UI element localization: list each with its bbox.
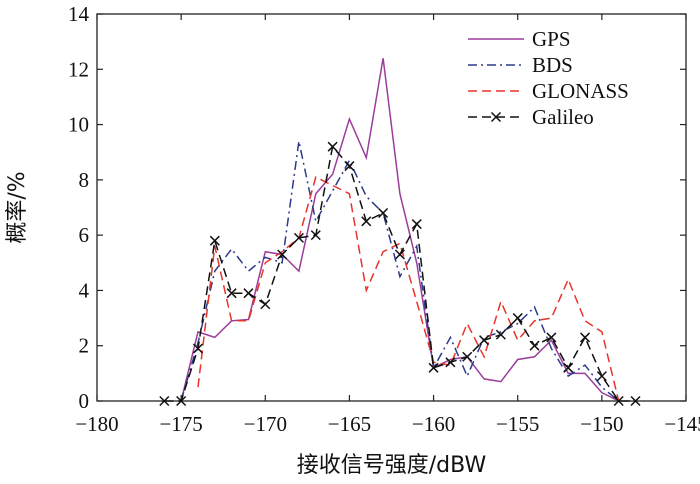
series-point-galileo bbox=[209, 235, 220, 246]
series-point-galileo bbox=[192, 343, 204, 354]
series-line-bds bbox=[180, 141, 620, 402]
series-point-galileo bbox=[327, 141, 338, 152]
series-point-galileo bbox=[361, 216, 372, 227]
series-point-galileo bbox=[176, 395, 187, 407]
x-tick-label: −170 bbox=[244, 412, 287, 436]
x-tick-label: −150 bbox=[580, 412, 623, 436]
axes: −180 −175 −170 −165 −160 −155 −150 −145 0 2 4 6 8 10 1… bbox=[68, 2, 700, 436]
legend-label-galileo: Galileo bbox=[532, 105, 594, 129]
series-point-galileo bbox=[630, 395, 641, 407]
series-point-galileo bbox=[613, 395, 624, 407]
series-point-galileo bbox=[260, 299, 271, 310]
x-tick-label: −165 bbox=[328, 412, 371, 436]
series-point-galileo bbox=[495, 329, 506, 340]
plot-frame bbox=[96, 13, 687, 402]
series-point-galileo bbox=[563, 362, 574, 373]
series-point-galileo bbox=[159, 395, 170, 407]
series-point-galileo bbox=[277, 249, 288, 260]
series-point-galileo bbox=[579, 332, 591, 343]
series-point-galileo bbox=[344, 161, 355, 172]
series-point-galileo bbox=[445, 357, 456, 368]
y-tick-label: 12 bbox=[68, 57, 89, 81]
y-axis-title: 概率/% bbox=[5, 171, 30, 243]
x-tick-label: −145 bbox=[664, 412, 700, 436]
series-point-galileo bbox=[428, 362, 439, 373]
y-tick-label: 0 bbox=[79, 389, 90, 413]
x-tick-label: −175 bbox=[159, 412, 202, 436]
series-point-galileo bbox=[378, 207, 389, 219]
y-tick-label: 8 bbox=[79, 168, 90, 192]
y-tick-label: 6 bbox=[79, 223, 90, 247]
x-tick-label: −160 bbox=[412, 412, 455, 436]
series-point-galileo bbox=[293, 232, 304, 243]
series-point-galileo bbox=[546, 332, 557, 343]
y-tick-label: 4 bbox=[79, 278, 90, 302]
series-point-galileo bbox=[310, 230, 321, 241]
series-point-galileo bbox=[596, 371, 607, 382]
series-line-glonass bbox=[197, 176, 620, 402]
series-point-galileo bbox=[512, 313, 523, 324]
series-point-galileo bbox=[394, 249, 405, 260]
series-point-galileo bbox=[411, 219, 422, 230]
legend-label-glonass: GLONASS bbox=[532, 79, 629, 103]
legend-box bbox=[462, 22, 662, 130]
legend-label-gps: GPS bbox=[532, 27, 571, 51]
legend-label-bds: BDS bbox=[532, 53, 573, 77]
x-tick-label: −180 bbox=[75, 412, 118, 436]
series-point-galileo bbox=[243, 288, 254, 299]
series-point-galileo bbox=[226, 288, 237, 299]
series-point-galileo bbox=[462, 351, 473, 362]
series-point-galileo bbox=[529, 340, 540, 351]
series-point-galileo bbox=[479, 335, 490, 346]
y-tick-label: 10 bbox=[68, 113, 89, 137]
y-tick-label: 14 bbox=[68, 2, 90, 26]
x-axis-title: 接收信号强度/dBW bbox=[297, 453, 487, 478]
y-tick-label: 2 bbox=[79, 334, 90, 358]
plot-area bbox=[159, 58, 641, 407]
x-tick-label: −155 bbox=[496, 412, 539, 436]
